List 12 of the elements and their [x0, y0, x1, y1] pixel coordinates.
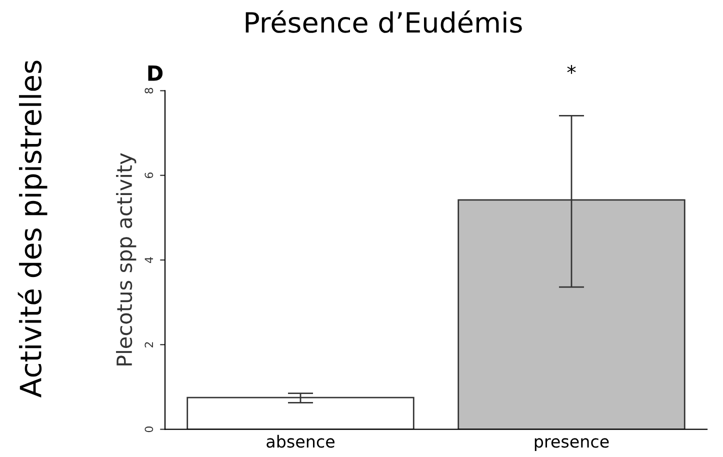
x-tick-label: presence	[534, 438, 609, 451]
y-tick-label: 4	[144, 257, 153, 263]
y-tick-label: 6	[144, 172, 154, 178]
y-tick-label: 8	[144, 88, 154, 94]
text: Activité des pipistrelles	[18, 60, 48, 398]
text: D	[148, 66, 163, 81]
y-tick-label: 2	[144, 342, 153, 348]
y-axis-title: Plecotus spp activity	[116, 153, 136, 366]
y-tick-label: 0	[144, 426, 154, 432]
text: *	[567, 64, 576, 74]
x-tick-label: absence	[266, 434, 334, 448]
chart-title: Présence d’Eudémis	[246, 10, 522, 33]
